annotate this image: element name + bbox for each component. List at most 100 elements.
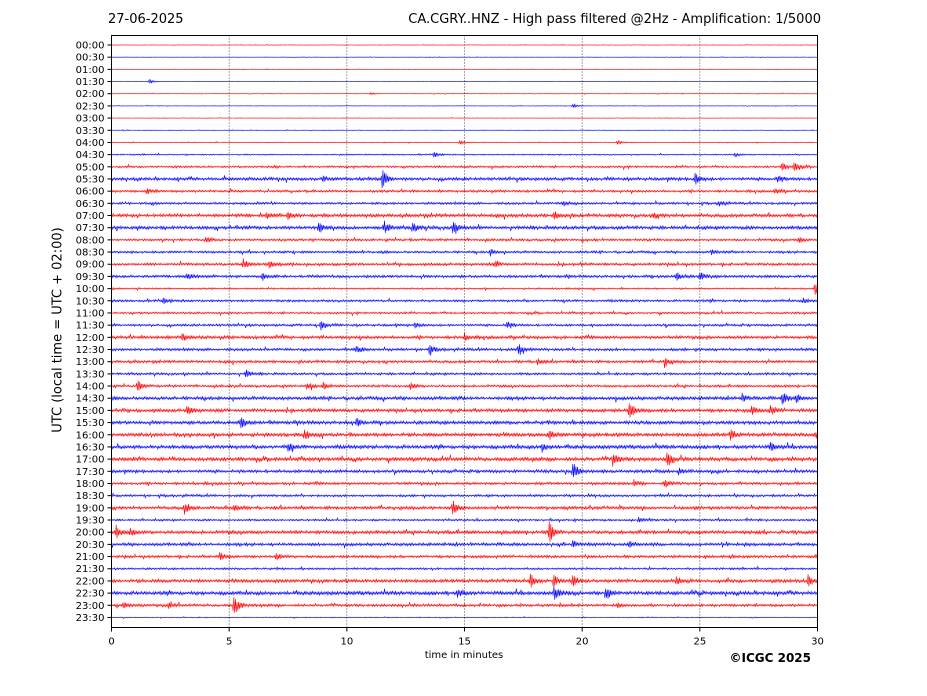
trace-2130 [111, 565, 818, 572]
y-tick-label: 09:00 [76, 260, 105, 271]
y-tick-label: 11:00 [76, 308, 105, 319]
trace-0800 [111, 236, 818, 244]
y-tick-label: 13:30 [76, 369, 105, 380]
trace-1830 [111, 492, 818, 500]
trace-0400 [111, 140, 818, 146]
y-tick-label: 12:00 [76, 333, 105, 344]
y-tick-label: 21:30 [76, 564, 105, 575]
trace-0530 [111, 170, 818, 189]
y-tick-label: 03:00 [76, 114, 105, 125]
trace-1400 [111, 380, 818, 391]
y-tick-label: 17:30 [76, 467, 105, 478]
trace-2000 [111, 521, 818, 542]
y-tick-label: 13:00 [76, 357, 105, 368]
x-tick-label: 25 [693, 637, 706, 648]
y-tick-label: 23:00 [76, 601, 105, 612]
trace-0430 [111, 152, 818, 158]
trace-0630 [111, 199, 818, 207]
y-tick-label: 09:30 [76, 272, 105, 283]
trace-1900 [111, 500, 818, 515]
x-tick-label: 20 [576, 637, 589, 648]
y-tick-label: 02:30 [76, 101, 105, 112]
trace-1630 [111, 442, 818, 453]
grid-layer [228, 35, 701, 628]
y-tick-label: 16:30 [76, 442, 105, 453]
y-tick-label: 16:00 [76, 430, 105, 441]
x-ticks: 0 5 10 15 20 25 30 [108, 627, 824, 648]
trace-0930 [111, 272, 818, 281]
trace-1430 [111, 392, 818, 405]
trace-1500 [111, 403, 818, 418]
trace-2230 [111, 586, 818, 600]
y-tick-label: 14:30 [76, 394, 105, 405]
y-tick-label: 15:00 [76, 406, 105, 417]
chart-title: CA.CGRY..HNZ - High pass filtered @2Hz -… [408, 12, 821, 27]
y-tick-label: 02:00 [76, 89, 105, 100]
y-tick-label: 10:00 [76, 284, 105, 295]
x-tick-label: 10 [340, 637, 353, 648]
trace-1330 [111, 369, 818, 378]
y-tick-label: 18:30 [76, 491, 105, 502]
y-tick-label: 08:30 [76, 248, 105, 259]
y-tick-label: 07:30 [76, 223, 105, 234]
trace-2100 [111, 551, 818, 561]
trace-0500 [111, 162, 818, 171]
y-tick-label: 05:00 [76, 162, 105, 173]
trace-2300 [111, 596, 818, 613]
trace-0130 [111, 78, 818, 84]
y-tick-label: 01:30 [76, 77, 105, 88]
trace-0730 [111, 220, 818, 234]
y-tick-label: 19:00 [76, 503, 105, 514]
y-tick-label: 11:30 [76, 321, 105, 332]
trace-1130 [111, 321, 818, 331]
y-tick-label: 00:00 [76, 41, 105, 52]
date-label: 27-06-2025 [108, 12, 184, 27]
y-tick-label: 21:00 [76, 552, 105, 563]
y-tick-label: 20:00 [76, 528, 105, 539]
trace-2330 [111, 615, 818, 620]
trace-0600 [111, 187, 818, 195]
y-tick-label: 22:00 [76, 576, 105, 587]
x-tick-label: 5 [226, 637, 232, 648]
trace-1200 [111, 332, 818, 341]
x-tick-label: 0 [108, 637, 114, 648]
y-tick-label: 17:00 [76, 455, 105, 466]
trace-0230 [111, 103, 818, 109]
trace-1700 [111, 452, 818, 467]
trace-0900 [111, 258, 818, 269]
trace-1000 [111, 284, 818, 295]
plot-frame [111, 35, 818, 628]
y-tick-label: 20:30 [76, 540, 105, 551]
y-tick-label: 23:30 [76, 613, 105, 624]
x-axis-label: time in minutes [424, 650, 504, 661]
y-tick-label: 08:00 [76, 235, 105, 246]
trace-0700 [111, 211, 818, 221]
y-tick-label: 14:00 [76, 382, 105, 393]
y-tick-label: 15:30 [76, 418, 105, 429]
trace-1300 [111, 358, 818, 369]
copyright-label: ©ICGC 2025 [729, 651, 811, 665]
trace-0300 [111, 117, 818, 119]
x-tick-label: 30 [811, 637, 824, 648]
trace-1530 [111, 417, 818, 429]
y-tick-label: 06:00 [76, 187, 105, 198]
y-tick-label: 06:30 [76, 199, 105, 210]
y-tick-label: 07:00 [76, 211, 105, 222]
trace-1600 [111, 429, 818, 441]
y-tick-label: 03:30 [76, 126, 105, 137]
trace-layer [111, 43, 818, 620]
y-tick-label: 04:00 [76, 138, 105, 149]
y-tick-label: 10:30 [76, 296, 105, 307]
trace-1930 [111, 516, 818, 524]
y-tick-label: 04:30 [76, 150, 105, 161]
trace-0330 [111, 129, 818, 132]
y-tick-label: 18:00 [76, 479, 105, 490]
y-tick-label: 19:30 [76, 516, 105, 527]
trace-2200 [111, 573, 818, 588]
y-tick-label: 12:30 [76, 345, 105, 356]
trace-2030 [111, 540, 818, 549]
y-tick-label: 05:30 [76, 174, 105, 185]
y-tick-label: 00:30 [76, 53, 105, 64]
